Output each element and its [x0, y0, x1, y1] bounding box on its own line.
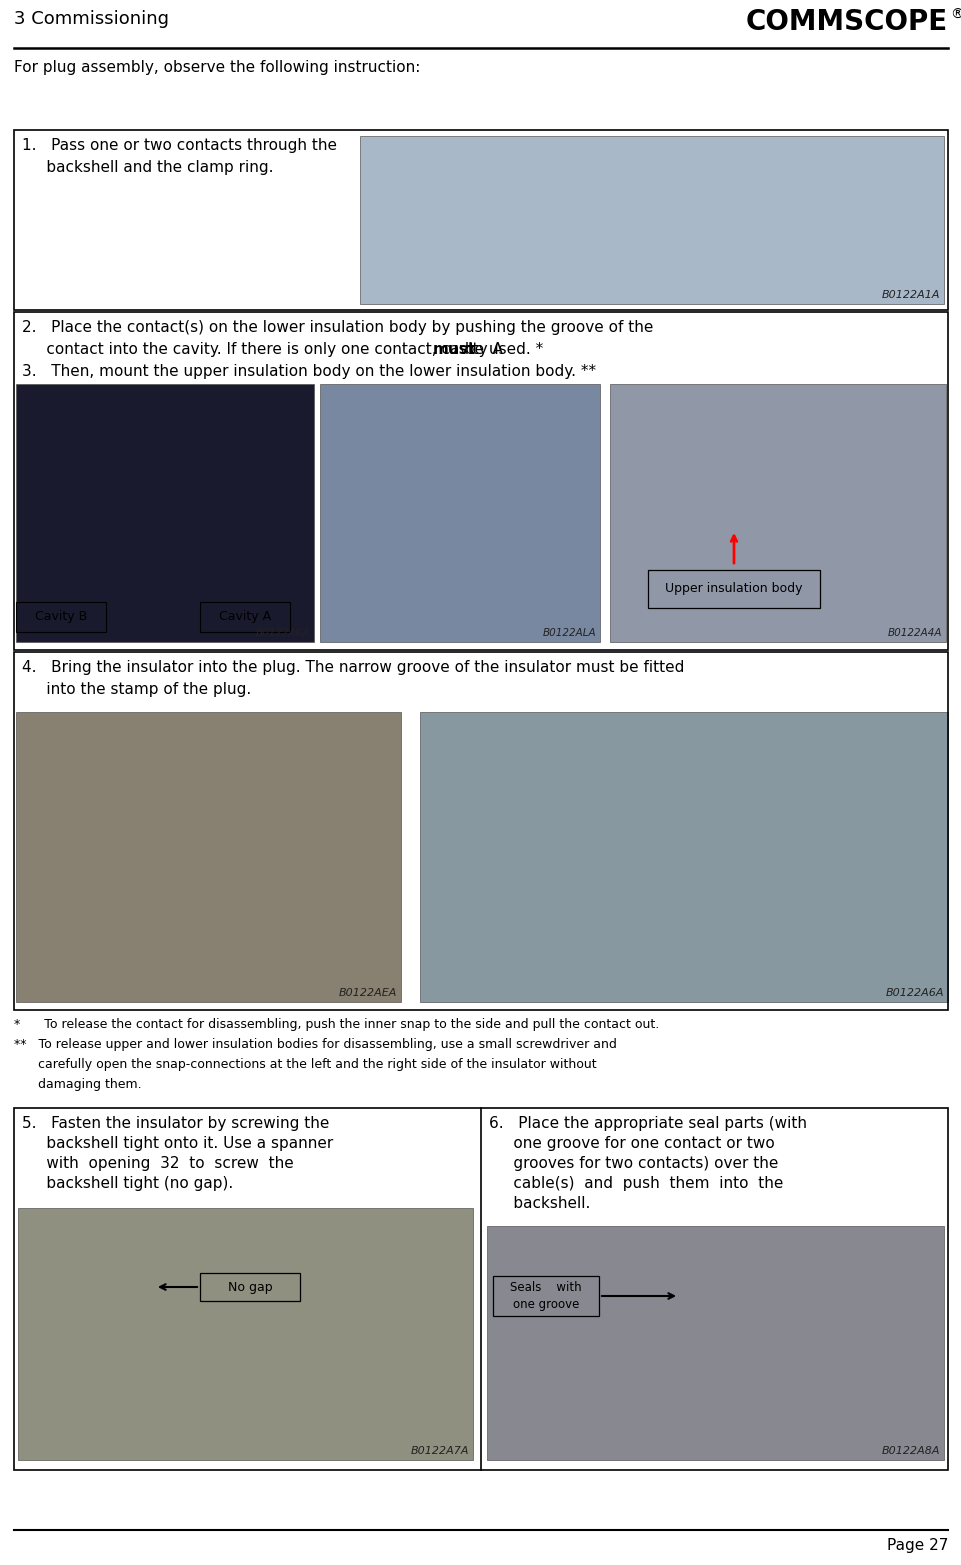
- Bar: [420, 712, 947, 1002]
- Bar: [14, 653, 947, 1009]
- Text: For plug assembly, observe the following instruction:: For plug assembly, observe the following…: [14, 59, 420, 75]
- Text: cable(s)  and  push  them  into  the: cable(s) and push them into the: [488, 1175, 782, 1191]
- Bar: [14, 311, 947, 649]
- Bar: [200, 603, 289, 632]
- Text: be used. *: be used. *: [459, 343, 542, 357]
- Bar: [200, 1272, 300, 1301]
- Text: 1.   Pass one or two contacts through the: 1. Pass one or two contacts through the: [22, 138, 336, 153]
- Text: one groove for one contact or two: one groove for one contact or two: [488, 1136, 774, 1150]
- Bar: [486, 1225, 943, 1460]
- Bar: [609, 383, 945, 642]
- Text: Cavity A: Cavity A: [219, 610, 271, 623]
- Text: **   To release upper and lower insulation bodies for disassembling, use a small: ** To release upper and lower insulation…: [14, 1038, 616, 1052]
- Text: No gap: No gap: [228, 1280, 272, 1294]
- Text: backshell.: backshell.: [488, 1196, 590, 1211]
- Bar: [14, 130, 947, 310]
- Bar: [648, 570, 819, 607]
- Text: damaging them.: damaging them.: [14, 1078, 141, 1091]
- Text: Page 27: Page 27: [886, 1538, 947, 1552]
- Bar: [14, 1108, 947, 1470]
- Text: *      To release the contact for disassembling, push the inner snap to the side: * To release the contact for disassembli…: [14, 1017, 658, 1031]
- Text: must: must: [432, 343, 475, 357]
- Text: 3 Commissioning: 3 Commissioning: [14, 9, 169, 28]
- Text: B0122AEA: B0122AEA: [338, 988, 397, 998]
- Text: B0122A7A: B0122A7A: [410, 1446, 469, 1455]
- Text: B0122A1A: B0122A1A: [880, 290, 939, 300]
- Text: 6.   Place the appropriate seal parts (with: 6. Place the appropriate seal parts (wit…: [488, 1116, 806, 1131]
- Text: B0122AKA: B0122AKA: [255, 628, 309, 639]
- Text: Cavity B: Cavity B: [35, 610, 87, 623]
- Text: 3.   Then, mount the upper insulation body on the lower insulation body. **: 3. Then, mount the upper insulation body…: [22, 365, 596, 379]
- Text: with  opening  32  to  screw  the: with opening 32 to screw the: [22, 1157, 293, 1171]
- Text: 2.   Place the contact(s) on the lower insulation body by pushing the groove of : 2. Place the contact(s) on the lower ins…: [22, 319, 653, 335]
- Bar: [320, 383, 600, 642]
- Text: COMMSCOPE: COMMSCOPE: [745, 8, 947, 36]
- Bar: [16, 603, 106, 632]
- Bar: [18, 1208, 473, 1460]
- Text: 5.   Fasten the insulator by screwing the: 5. Fasten the insulator by screwing the: [22, 1116, 329, 1131]
- Text: ®: ®: [949, 8, 961, 22]
- Text: B0122A8A: B0122A8A: [880, 1446, 939, 1455]
- Text: B0122ALA: B0122ALA: [542, 628, 596, 639]
- Text: carefully open the snap-connections at the left and the right side of the insula: carefully open the snap-connections at t…: [14, 1058, 596, 1070]
- Text: backshell tight (no gap).: backshell tight (no gap).: [22, 1175, 233, 1191]
- Text: Seals    with
one groove: Seals with one groove: [509, 1282, 581, 1311]
- Text: 4.   Bring the insulator into the plug. The narrow groove of the insulator must : 4. Bring the insulator into the plug. Th…: [22, 660, 683, 675]
- Text: grooves for two contacts) over the: grooves for two contacts) over the: [488, 1157, 777, 1171]
- Bar: [16, 383, 313, 642]
- Bar: [492, 1275, 599, 1316]
- Bar: [359, 136, 943, 304]
- Text: backshell and the clamp ring.: backshell and the clamp ring.: [22, 160, 273, 175]
- Text: B0122A4A: B0122A4A: [887, 628, 941, 639]
- Text: backshell tight onto it. Use a spanner: backshell tight onto it. Use a spanner: [22, 1136, 333, 1150]
- Text: into the stamp of the plug.: into the stamp of the plug.: [22, 682, 251, 696]
- Text: contact into the cavity. If there is only one contact, cavity A: contact into the cavity. If there is onl…: [22, 343, 507, 357]
- Text: Upper insulation body: Upper insulation body: [665, 582, 801, 596]
- Bar: [16, 712, 401, 1002]
- Text: B0122A6A: B0122A6A: [884, 988, 943, 998]
